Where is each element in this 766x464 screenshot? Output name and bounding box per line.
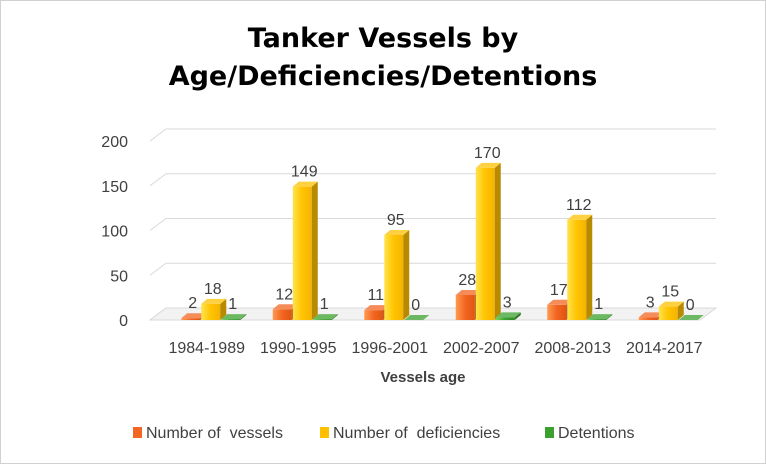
- chart-title-line-2: Age/Deficiencies/Detentions: [168, 61, 598, 92]
- data-label: 1: [320, 296, 329, 313]
- data-label: 1: [228, 296, 237, 313]
- data-label: 95: [387, 212, 405, 229]
- legend-item: Number of vessels: [133, 425, 283, 442]
- data-label: 112: [566, 197, 592, 214]
- y-tick-label: 0: [119, 313, 128, 330]
- bar: [312, 314, 338, 320]
- legend-swatch: [545, 427, 554, 438]
- data-label: 3: [646, 294, 655, 311]
- data-label: 18: [204, 281, 222, 298]
- x-tick-label: 2002-2007: [443, 340, 520, 357]
- data-label: 170: [474, 145, 501, 162]
- x-tick-label: 2008-2013: [534, 340, 611, 357]
- data-label: 15: [661, 284, 679, 301]
- data-label: 17: [550, 282, 568, 299]
- data-label: 149: [291, 164, 318, 181]
- y-tick-label: 100: [101, 224, 128, 241]
- bar: [221, 314, 247, 320]
- x-tick-label: 1996-2001: [351, 340, 428, 357]
- bar: [384, 229, 410, 320]
- data-label: 3: [503, 294, 512, 311]
- x-tick-label: 1984-1989: [168, 340, 245, 357]
- legend-swatch: [133, 427, 142, 438]
- data-label: 0: [686, 297, 695, 314]
- bar: [658, 301, 684, 320]
- bar: [495, 312, 521, 320]
- data-label: 2: [188, 295, 197, 312]
- legend-swatch: [320, 427, 329, 438]
- x-tick-label: 1990-1995: [260, 340, 337, 357]
- gridline: [149, 218, 716, 231]
- bars: [181, 162, 704, 321]
- bar: [292, 181, 318, 320]
- legend-label: Detentions: [558, 425, 635, 442]
- y-tick-label: 50: [110, 268, 128, 285]
- legend-label: Number of vessels: [146, 425, 283, 442]
- legend-item: Number of deficiencies: [320, 425, 500, 442]
- gridline: [149, 173, 716, 187]
- data-label: 1: [594, 296, 603, 313]
- chart-title-line-1: Tanker Vessels by: [247, 23, 519, 54]
- bar: [567, 214, 593, 320]
- data-label: 12: [275, 286, 293, 303]
- y-tick-label: 150: [101, 179, 128, 196]
- data-label: 11: [367, 287, 384, 304]
- chart-title: Tanker Vessels by Age/Deficiencies/Deten…: [0, 20, 766, 96]
- gridline: [149, 262, 716, 276]
- bar: [475, 162, 501, 320]
- data-label: 28: [458, 272, 476, 289]
- x-axis-labels: 1984-1989 1990-1995 1996-2001 2002-2007 2008…: [168, 340, 702, 357]
- legend-item: Detentions: [545, 425, 635, 442]
- bar: [201, 298, 227, 320]
- y-tick-label: 200: [101, 134, 128, 151]
- gridlines: [149, 128, 716, 321]
- legend-label: Number of deficiencies: [333, 425, 500, 442]
- y-axis-labels: 0 50 100 150 200: [101, 134, 128, 330]
- x-tick-label: 2014-2017: [626, 340, 703, 357]
- bar: [678, 315, 704, 321]
- gridline: [149, 128, 716, 142]
- legend: Number of vessels Number of deficiencies D…: [133, 425, 635, 442]
- bar: [587, 314, 613, 320]
- x-axis-title: Vessels age: [380, 369, 465, 386]
- bar: [404, 315, 430, 321]
- data-label: 0: [411, 297, 420, 314]
